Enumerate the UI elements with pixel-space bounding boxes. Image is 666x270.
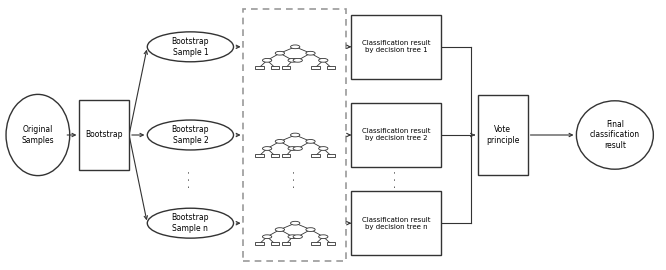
Circle shape: [262, 58, 272, 62]
Text: Classification result
by decision tree 2: Classification result by decision tree 2: [362, 129, 430, 141]
Bar: [327, 242, 335, 245]
Bar: [351, 15, 441, 79]
Bar: [351, 191, 441, 255]
Ellipse shape: [6, 94, 70, 176]
Circle shape: [306, 140, 315, 143]
Circle shape: [262, 235, 272, 239]
Ellipse shape: [147, 32, 234, 62]
Bar: [270, 154, 279, 157]
Text: Classification result
by decision tree n: Classification result by decision tree n: [362, 217, 430, 230]
Text: · · ·: · · ·: [185, 170, 195, 188]
Bar: [282, 242, 290, 245]
Text: Bootstrap
Sample n: Bootstrap Sample n: [172, 214, 209, 233]
Circle shape: [293, 235, 302, 239]
Circle shape: [275, 140, 284, 143]
Bar: [312, 154, 320, 157]
Bar: [282, 154, 290, 157]
Circle shape: [290, 133, 300, 137]
Bar: [255, 242, 264, 245]
Circle shape: [288, 58, 297, 62]
Bar: [351, 103, 441, 167]
Bar: [327, 154, 335, 157]
Text: Vote
principle: Vote principle: [486, 125, 519, 145]
Text: Final
classification
result: Final classification result: [590, 120, 640, 150]
Bar: [244, 9, 346, 261]
Text: · · ·: · · ·: [391, 170, 401, 188]
Circle shape: [262, 147, 272, 150]
Ellipse shape: [576, 101, 653, 169]
Bar: [478, 95, 527, 175]
Circle shape: [275, 51, 284, 55]
Circle shape: [306, 228, 315, 231]
Bar: [255, 66, 264, 69]
Bar: [270, 66, 279, 69]
Circle shape: [318, 235, 328, 239]
Bar: [312, 242, 320, 245]
Circle shape: [290, 221, 300, 225]
Circle shape: [306, 51, 315, 55]
Circle shape: [290, 45, 300, 49]
Text: · · ·: · · ·: [290, 170, 300, 188]
Circle shape: [293, 147, 302, 150]
Bar: [282, 66, 290, 69]
Text: Original
Samples: Original Samples: [21, 125, 54, 145]
Circle shape: [288, 235, 297, 239]
Text: Bootstrap: Bootstrap: [85, 130, 123, 140]
Circle shape: [293, 58, 302, 62]
Ellipse shape: [147, 120, 234, 150]
Bar: [270, 242, 279, 245]
Bar: [312, 66, 320, 69]
Bar: [255, 154, 264, 157]
Bar: [327, 66, 335, 69]
Circle shape: [318, 147, 328, 150]
Circle shape: [275, 228, 284, 231]
Bar: [79, 100, 129, 170]
Circle shape: [318, 58, 328, 62]
Circle shape: [288, 147, 297, 150]
Ellipse shape: [147, 208, 234, 238]
Text: Bootstrap
Sample 1: Bootstrap Sample 1: [172, 37, 209, 56]
Text: Bootstrap
Sample 2: Bootstrap Sample 2: [172, 125, 209, 145]
Text: Classification result
by decision tree 1: Classification result by decision tree 1: [362, 40, 430, 53]
